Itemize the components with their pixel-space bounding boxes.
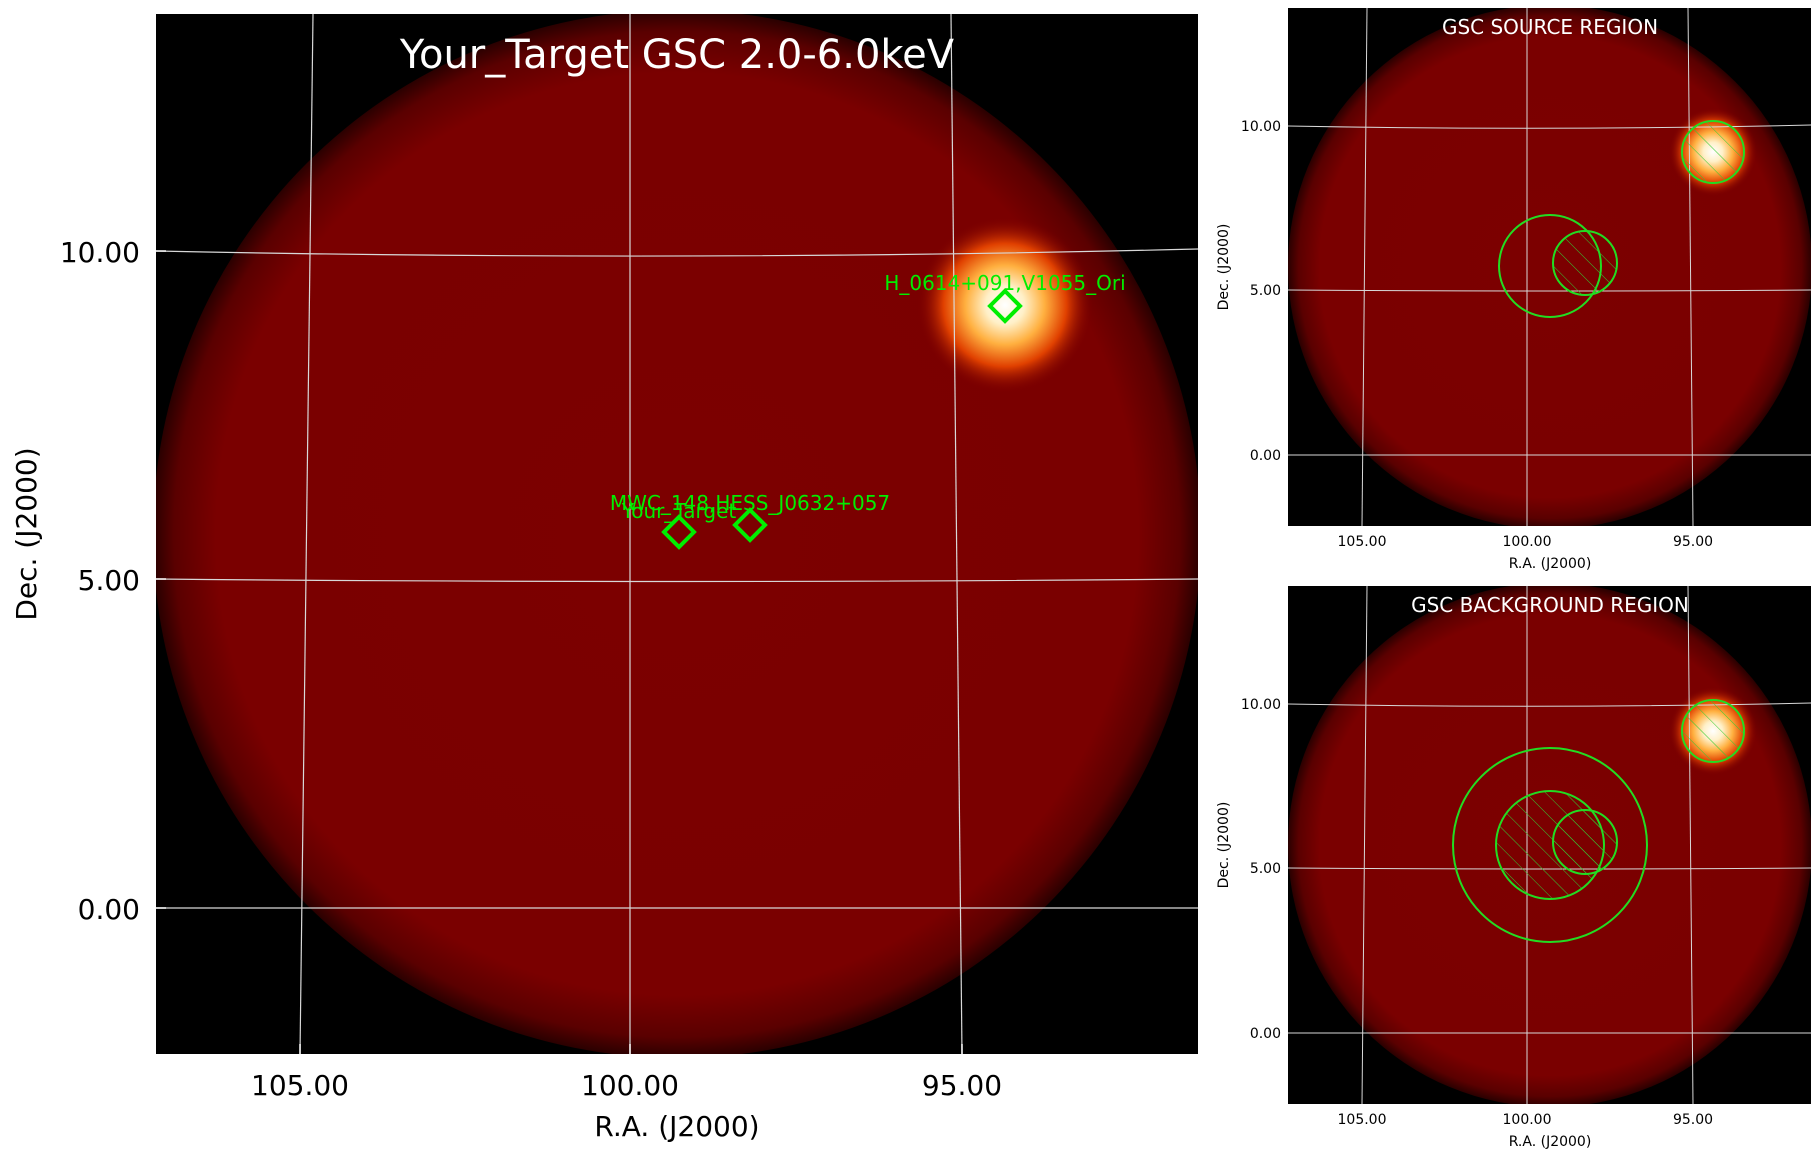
background-ytick-5: 5.00 (1250, 861, 1281, 877)
source-grid (1288, 8, 1811, 526)
marker-your-target (661, 514, 697, 550)
background-xtick-100: 100.00 (1503, 1112, 1552, 1128)
source-region-panel: GSC SOURCE REGION 10.00 5.00 0.00 105.00… (1216, 8, 1811, 572)
main-ylabel: Dec. (J2000) (10, 447, 43, 620)
marker-h0614 (987, 288, 1023, 324)
main-ytick-5: 5.00 (78, 564, 140, 597)
source-exclude-mwc148-circle (1552, 230, 1618, 296)
background-exclude-mwc148-circle (1552, 809, 1618, 875)
source-ytick-5: 5.00 (1250, 283, 1281, 299)
main-bright-source-glow (917, 217, 1093, 393)
source-xlabel: R.A. (J2000) (1509, 556, 1592, 572)
background-ytick-10: 10.00 (1241, 697, 1281, 713)
background-xtick-105: 105.00 (1338, 1112, 1387, 1128)
main-fov-field (156, 14, 1198, 1054)
main-xtick-95: 95.00 (922, 1069, 1002, 1102)
main-panel: Your_Target GSC 2.0-6.0keV H_0614+091,V1… (10, 14, 1198, 1143)
source-ytick-10: 10.00 (1241, 119, 1281, 135)
source-panel-title: GSC SOURCE REGION (1442, 15, 1658, 39)
background-ylabel: Dec. (J2000) (1216, 802, 1232, 889)
background-annulus-outer (1452, 747, 1648, 943)
main-frame-ticks (156, 250, 963, 1054)
source-ylabel: Dec. (J2000) (1216, 224, 1232, 311)
main-xlabel: R.A. (J2000) (594, 1110, 759, 1143)
marker-mwc148 (732, 507, 768, 543)
label-h0614: H_0614+091,V1055_Ori (884, 271, 1125, 295)
main-grid (156, 14, 1198, 1054)
label-your-target: Your_Target (621, 499, 737, 523)
main-title: Your_Target GSC 2.0-6.0keV (399, 32, 955, 78)
source-xtick-105: 105.00 (1338, 534, 1387, 550)
background-exclude-bright-circle (1681, 699, 1745, 763)
main-ytick-0: 0.00 (78, 893, 140, 926)
background-xtick-95: 95.00 (1673, 1112, 1713, 1128)
label-mwc148: MWC_148,HESS_J0632+057 (610, 491, 890, 515)
main-xtick-105: 105.00 (251, 1069, 349, 1102)
source-xtick-95: 95.00 (1673, 534, 1713, 550)
source-ytick-0: 0.00 (1250, 448, 1281, 464)
background-region-panel: GSC BACKGROUND REGION 10.00 5.00 0.00 10… (1216, 586, 1811, 1150)
source-xtick-100: 100.00 (1503, 534, 1552, 550)
main-ytick-10: 10.00 (60, 236, 140, 269)
main-xtick-100: 100.00 (581, 1069, 679, 1102)
background-xlabel: R.A. (J2000) (1509, 1134, 1592, 1150)
source-exclude-bright-circle (1681, 120, 1745, 184)
background-grid (1288, 586, 1811, 1104)
main-source-markers (661, 288, 1023, 550)
background-ytick-0: 0.00 (1250, 1026, 1281, 1042)
background-panel-title: GSC BACKGROUND REGION (1411, 593, 1689, 617)
